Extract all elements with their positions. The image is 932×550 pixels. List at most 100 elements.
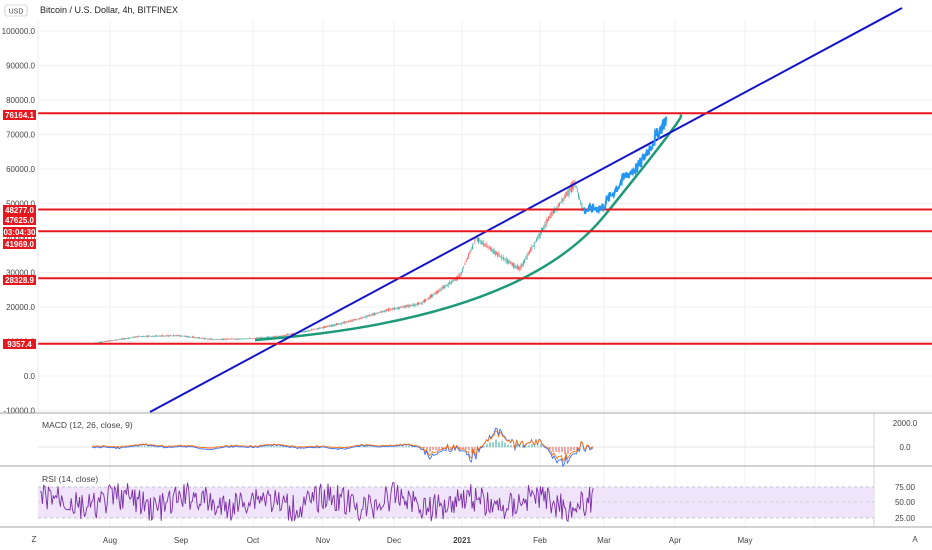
price-tag-5: 28328.9 [5,276,34,285]
candle-body [288,334,290,336]
macd-histogram-bar [567,447,569,454]
rsi-axis[interactable]: 75.00 50.00 25.00 [895,483,916,523]
candle-body [307,330,309,332]
macd-histogram-bar [492,442,494,448]
candle-body [268,336,270,339]
price-tag-6: 9357.4 [7,340,32,349]
price-tick-1: 90000.0 [6,62,35,71]
candle-body [372,312,374,316]
candle-body [330,325,331,327]
macd-histogram-bar [459,447,461,449]
macd-histogram-bar [339,447,341,448]
macd-axis[interactable]: 2000.0 0.0 [893,419,918,452]
macd-histogram-bar [444,447,446,449]
candle-body [370,315,372,316]
timezone-icon[interactable]: Z [32,535,37,544]
candle-body [467,258,468,260]
candle-body [516,264,518,270]
candle-body [253,337,255,339]
candle-body [195,337,197,338]
candle-body [397,306,399,310]
candle-body [341,322,343,324]
price-tick-10: 0.0 [24,372,36,381]
horizontal-levels [38,112,932,345]
candle-body [103,341,105,343]
candle-body [575,185,577,189]
macd-histogram-bar [357,446,359,448]
currency-label: USD [9,9,24,16]
macd-tick-0: 2000.0 [893,419,918,428]
candle-body [567,190,569,197]
candle-body [344,321,346,324]
time-axis[interactable]: Aug Sep Oct Nov Dec 2021 Feb Mar Apr May [103,536,753,545]
candle-body [257,337,259,339]
candle-body [490,247,491,250]
candle-body [418,302,419,305]
candle-body [136,336,138,338]
candle-body [316,328,318,330]
macd-histogram-bar [234,446,236,448]
candle-body [176,334,178,337]
macd-histogram-bar [396,446,398,448]
candle-body [240,338,242,340]
candle-body [314,329,316,330]
candle-body [120,338,122,340]
candle-body [337,323,338,325]
macd-histogram-bar [138,446,140,448]
candle-body [256,337,258,340]
candle-body [234,338,236,340]
candle-body [410,305,412,306]
candle-body [350,320,352,322]
candle-body [511,262,513,266]
candle-body [284,334,286,337]
candle-body [402,306,404,308]
candle-body [525,257,527,259]
candle-body [150,335,152,337]
currency-badge[interactable] [4,4,28,17]
rsi-tick-0: 75.00 [895,483,916,492]
candle-body [364,316,366,318]
candle-body [515,265,517,269]
macd-histogram-bar [273,446,275,448]
macd-histogram-bar [300,447,302,448]
candle-body [345,321,347,324]
candle-body [496,252,497,254]
price-tick-3: 70000.0 [6,131,35,140]
candle-body [550,212,552,219]
candle-body [581,204,583,210]
candle-body [223,338,224,340]
candle-body [388,308,390,311]
candle-body [132,336,134,338]
projection-path [583,116,668,215]
candle-body [156,335,158,337]
candle-body [313,328,315,331]
candle-body [255,338,256,339]
candle-body [474,238,476,243]
candle-body [319,327,321,329]
price-axis[interactable]: 100000.0 90000.0 80000.0 70000.0 60000.0 5000… [2,27,36,416]
candle-body [239,338,241,340]
candle-body [315,328,317,330]
candle-body [439,289,441,291]
rsi-tick-2: 25.00 [895,514,916,523]
candle-body [407,304,409,307]
macd-histogram-bar [465,447,467,450]
candle-body [225,338,227,340]
candle-body [542,227,543,232]
candle-body [400,306,402,308]
candle-body [565,195,566,198]
candle-body [509,261,511,264]
macd-histogram-bar [360,446,362,448]
macd-histogram-bar [573,447,575,451]
candle-body [265,336,267,339]
parabolic-support-curve[interactable] [254,114,683,342]
candle-body [182,335,184,337]
candle-body [151,335,153,337]
auto-scale-icon[interactable]: A [912,535,918,544]
candle-body [500,255,502,259]
macd-histogram-bar [405,446,407,448]
candle-body [351,320,353,322]
candle-body [521,263,523,267]
candle-body [249,338,250,339]
macd-histogram-bar [261,446,263,448]
